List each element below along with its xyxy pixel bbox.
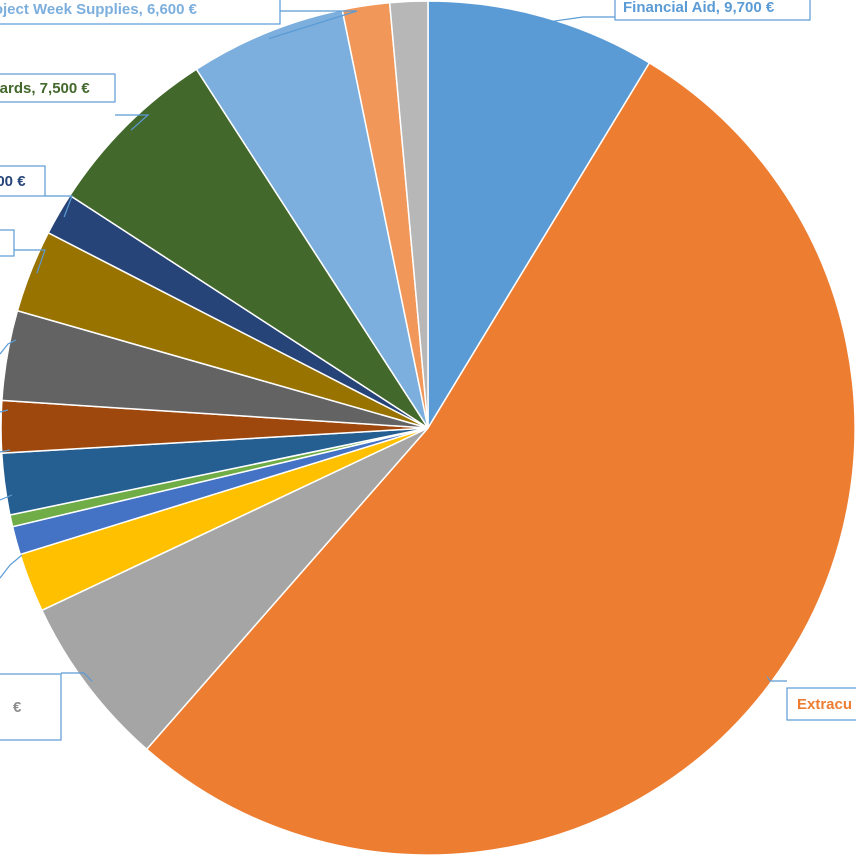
data-label-box-1	[786, 687, 856, 721]
leader-line	[0, 339, 17, 355]
data-label-box-9	[0, 229, 15, 257]
pie-slice-14	[388, 0, 429, 429]
leader-line	[0, 449, 11, 453]
leader-line	[541, 16, 615, 24]
data-label-box-12	[0, 0, 281, 25]
pie-slice-11	[68, 68, 429, 429]
data-label-box-0	[614, 0, 811, 21]
data-label-box-11	[0, 73, 116, 103]
pie-slice-2	[40, 427, 429, 751]
data-label-10: 300 €	[0, 173, 26, 190]
leader-line	[268, 10, 358, 40]
leader-line	[0, 409, 9, 413]
data-label-2: €	[13, 699, 22, 716]
leader-line	[45, 195, 73, 218]
data-label-11: wards, 7,500 €	[0, 80, 90, 97]
data-label-box-10	[0, 165, 46, 197]
leader-line	[14, 249, 46, 274]
pie-slice-0	[427, 0, 651, 431]
leader-line	[766, 676, 787, 682]
data-label-box-2	[0, 673, 62, 741]
leader-line	[0, 494, 13, 501]
pie-slice-1	[145, 61, 856, 856]
leader-line	[0, 554, 23, 579]
leader-line	[115, 114, 150, 131]
data-label-0: Financial Aid, 9,700 €	[623, 0, 775, 16]
data-label-12: roject Week Supplies, 6,600 €	[0, 1, 198, 18]
data-label-1: Extracu	[797, 696, 852, 713]
leader-line	[61, 672, 93, 682]
